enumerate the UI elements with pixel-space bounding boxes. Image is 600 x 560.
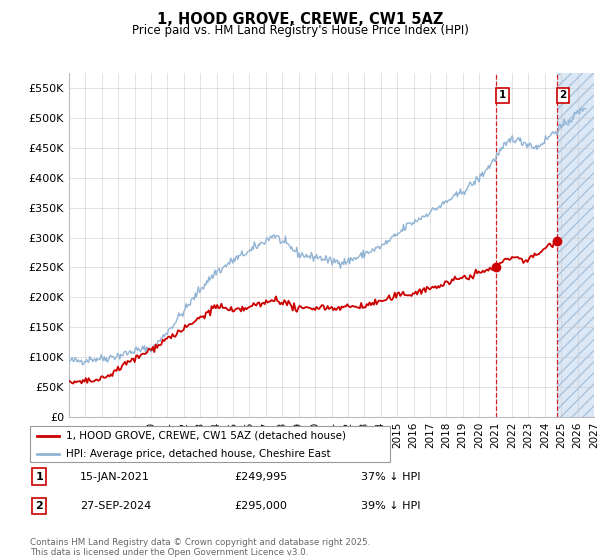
Text: 39% ↓ HPI: 39% ↓ HPI <box>361 501 421 511</box>
Text: 2: 2 <box>559 90 566 100</box>
Text: 37% ↓ HPI: 37% ↓ HPI <box>361 472 421 482</box>
Text: HPI: Average price, detached house, Cheshire East: HPI: Average price, detached house, Ches… <box>66 449 331 459</box>
Text: 1, HOOD GROVE, CREWE, CW1 5AZ (detached house): 1, HOOD GROVE, CREWE, CW1 5AZ (detached … <box>66 431 346 441</box>
Text: £249,995: £249,995 <box>234 472 287 482</box>
Text: 2: 2 <box>35 501 43 511</box>
Text: Contains HM Land Registry data © Crown copyright and database right 2025.
This d: Contains HM Land Registry data © Crown c… <box>30 538 370 557</box>
Bar <box>557 73 594 417</box>
Text: 1: 1 <box>499 90 506 100</box>
Bar <box>557 73 594 417</box>
Text: Price paid vs. HM Land Registry's House Price Index (HPI): Price paid vs. HM Land Registry's House … <box>131 24 469 37</box>
Text: 1: 1 <box>35 472 43 482</box>
Text: 15-JAN-2021: 15-JAN-2021 <box>80 472 149 482</box>
Text: £295,000: £295,000 <box>234 501 287 511</box>
Text: 1, HOOD GROVE, CREWE, CW1 5AZ: 1, HOOD GROVE, CREWE, CW1 5AZ <box>157 12 443 27</box>
Text: 27-SEP-2024: 27-SEP-2024 <box>80 501 151 511</box>
